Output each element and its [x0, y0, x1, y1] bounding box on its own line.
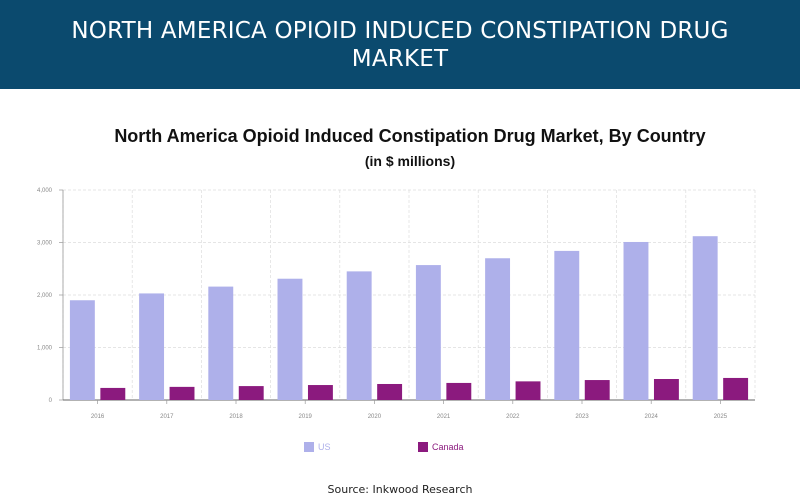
x-tick-label: 2021: [437, 414, 451, 420]
bar-canada-2023: [584, 380, 610, 400]
x-tick-label: 2018: [229, 414, 243, 420]
bar-canada-2016: [100, 387, 126, 400]
x-tick-label: 2020: [368, 414, 382, 420]
bar-us-2022: [485, 258, 511, 400]
x-tick-label: 2017: [160, 414, 174, 420]
y-tick-label: 1,000: [37, 346, 53, 352]
x-tick-label: 2022: [506, 414, 520, 420]
bar-canada-2024: [653, 379, 679, 400]
header-banner: NORTH AMERICA OPIOID INDUCED CONSTIPATIO…: [0, 0, 800, 89]
bar-canada-2018: [238, 386, 264, 400]
bar-us-2020: [346, 271, 372, 400]
page-title: NORTH AMERICA OPIOID INDUCED CONSTIPATIO…: [71, 17, 729, 72]
bar-canada-2020: [377, 383, 403, 400]
legend-swatch-canada: [418, 442, 428, 452]
x-tick-label: 2016: [91, 414, 105, 420]
bar-us-2016: [69, 300, 95, 400]
source-note: Source: Inkwood Research: [327, 483, 473, 496]
y-tick-label: 4,000: [37, 188, 53, 194]
bar-canada-2017: [169, 386, 195, 400]
bar-us-2021: [415, 265, 441, 400]
x-tick-label: 2025: [714, 414, 728, 420]
x-tick-label: 2023: [575, 414, 589, 420]
y-tick-label: 0: [49, 398, 53, 404]
chart-subtitle: (in $ millions): [364, 153, 456, 169]
legend-swatch-us: [304, 442, 314, 452]
x-tick-label: 2019: [299, 414, 313, 420]
legend-label-us: US: [318, 442, 331, 452]
bar-us-2023: [554, 250, 580, 400]
bar-canada-2021: [446, 382, 472, 400]
bar-us-2019: [277, 278, 303, 400]
bar-canada-2019: [307, 385, 333, 400]
bar-us-2018: [208, 286, 234, 400]
y-tick-label: 3,000: [37, 241, 53, 247]
bar-canada-2022: [515, 381, 541, 400]
bar-us-2024: [623, 241, 649, 400]
legend-item-us[interactable]: US: [304, 442, 331, 452]
y-tick-label: 2,000: [37, 293, 53, 299]
bar-chart: 0 1,000 2,000 3,000 4,000 2016 2017 2018 2019 202…: [37, 188, 756, 420]
bar-canada-2025: [723, 377, 749, 400]
chart-legend: US Canada: [0, 442, 800, 456]
legend-label-canada: Canada: [432, 442, 464, 452]
x-tick-label: 2024: [645, 414, 659, 420]
bar-us-2025: [692, 236, 718, 400]
chart-title: North America Opioid Induced Constipatio…: [114, 126, 706, 146]
bar-us-2017: [139, 293, 165, 400]
legend-item-canada[interactable]: Canada: [418, 442, 464, 452]
